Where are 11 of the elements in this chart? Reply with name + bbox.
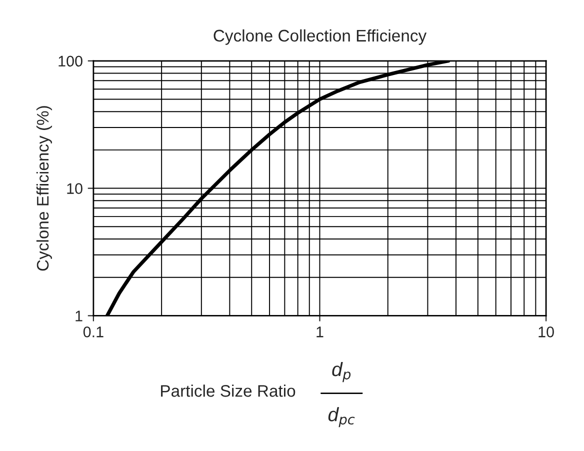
- text: d$_{pc}$: [328, 407, 355, 428]
- x-axis-title: Particle Size Ratio: [161, 384, 296, 397]
- y-axis-title: Cyclone Efficiency (%): [36, 106, 52, 271]
- x-tick-label: 0.1: [83, 326, 104, 338]
- y-tick-label: 100: [58, 56, 82, 67]
- x-tick-label: 1: [316, 326, 324, 338]
- chart-title: Cyclone Collection Efficiency: [214, 29, 427, 45]
- y-tick-label: 10: [67, 183, 82, 194]
- y-tick-label: 1: [76, 310, 82, 322]
- text: d$_{p}$: [332, 362, 351, 382]
- x-tick-label: 10: [538, 326, 554, 338]
